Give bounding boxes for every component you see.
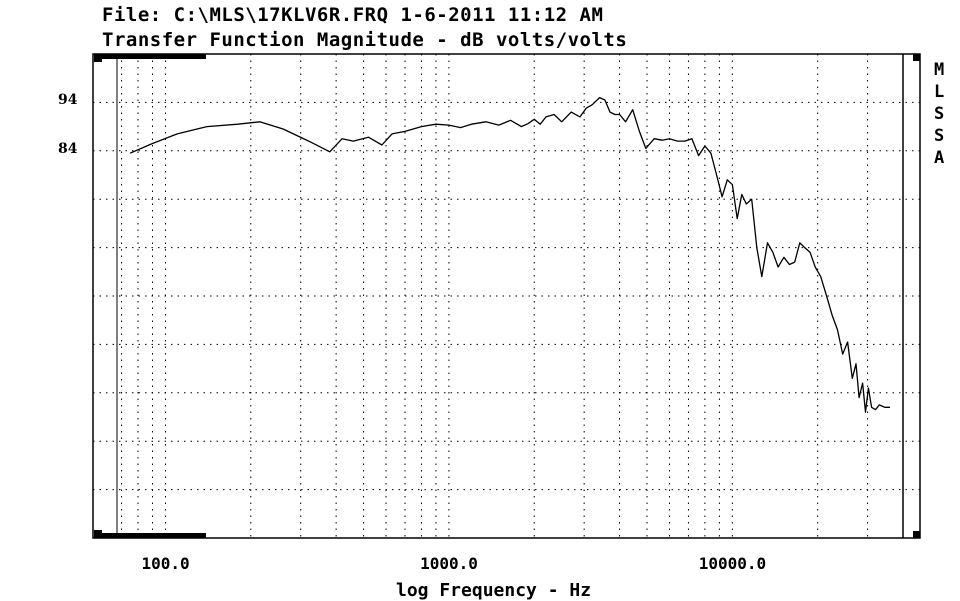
- chart-title: Transfer Function Magnitude - dB volts/v…: [102, 29, 628, 51]
- mlssa-letter: S: [934, 126, 945, 146]
- top-marker-bar: [96, 54, 206, 59]
- series-line-0: [129, 96, 890, 413]
- magnitude-curve-layer: [129, 96, 890, 413]
- corner-block-br: [913, 531, 920, 538]
- mlssa-letter: S: [934, 104, 945, 124]
- plot-grid: [93, 54, 920, 538]
- bottom-marker-bar: [96, 533, 206, 538]
- corner-block-tl: [94, 54, 102, 62]
- x-axis-label: log Frequency - Hz: [396, 580, 592, 601]
- x-tick-label: 10000.0: [698, 554, 767, 573]
- mlssa-letter: A: [934, 148, 945, 168]
- mlssa-letter: M: [934, 60, 945, 80]
- y-tick-label: 84: [58, 140, 78, 157]
- file-header: File: C:\MLS\17KLV6R.FRQ 1-6-2011 11:12 …: [102, 4, 604, 26]
- x-tick-label: 1000.0: [420, 554, 478, 573]
- y-tick-label: 94: [58, 92, 78, 109]
- x-tick-label: 100.0: [141, 554, 190, 573]
- mlssa-letter: L: [934, 82, 945, 102]
- corner-block-tr: [913, 54, 920, 61]
- corner-block-bl: [94, 530, 102, 538]
